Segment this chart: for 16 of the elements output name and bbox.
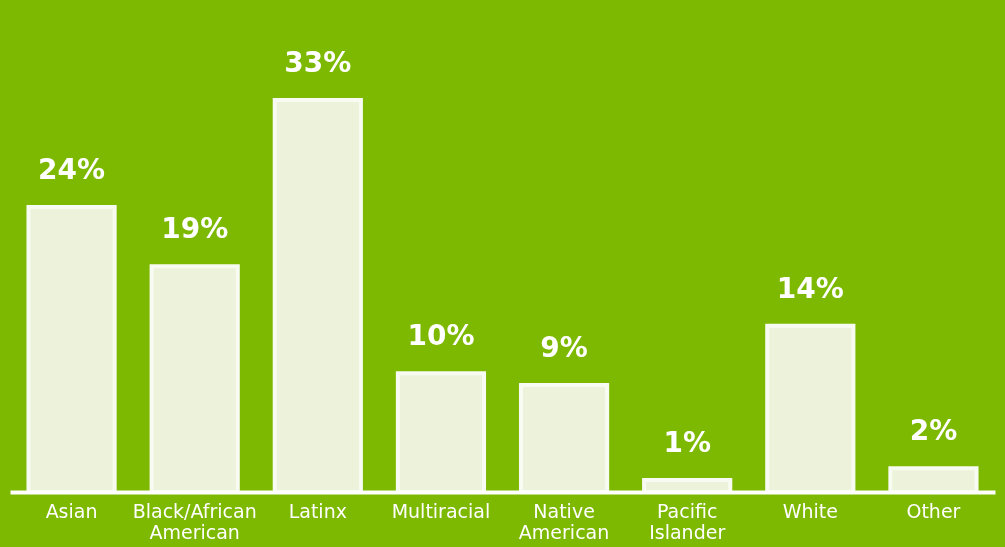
x-tick-label: White <box>782 499 838 522</box>
data-label: 9% <box>540 331 588 365</box>
data-label: 33% <box>284 46 352 79</box>
x-tick-label: Black/African American <box>132 499 257 543</box>
x-tick-label: Native American <box>518 499 610 543</box>
x-tick-label: Latinx <box>288 499 347 522</box>
data-label: 1% <box>663 426 711 460</box>
x-tick-label: Pacific Islander <box>649 499 726 543</box>
data-label: 10% <box>407 319 475 353</box>
data-label: 14% <box>776 271 844 305</box>
x-tick-label: Multiracial <box>391 499 491 522</box>
data-label: 19% <box>161 212 229 246</box>
x-tick-label: Asian <box>45 499 98 522</box>
data-label: 24% <box>38 152 106 186</box>
x-tick-label: Other <box>906 499 961 522</box>
data-label: 2% <box>909 414 958 448</box>
